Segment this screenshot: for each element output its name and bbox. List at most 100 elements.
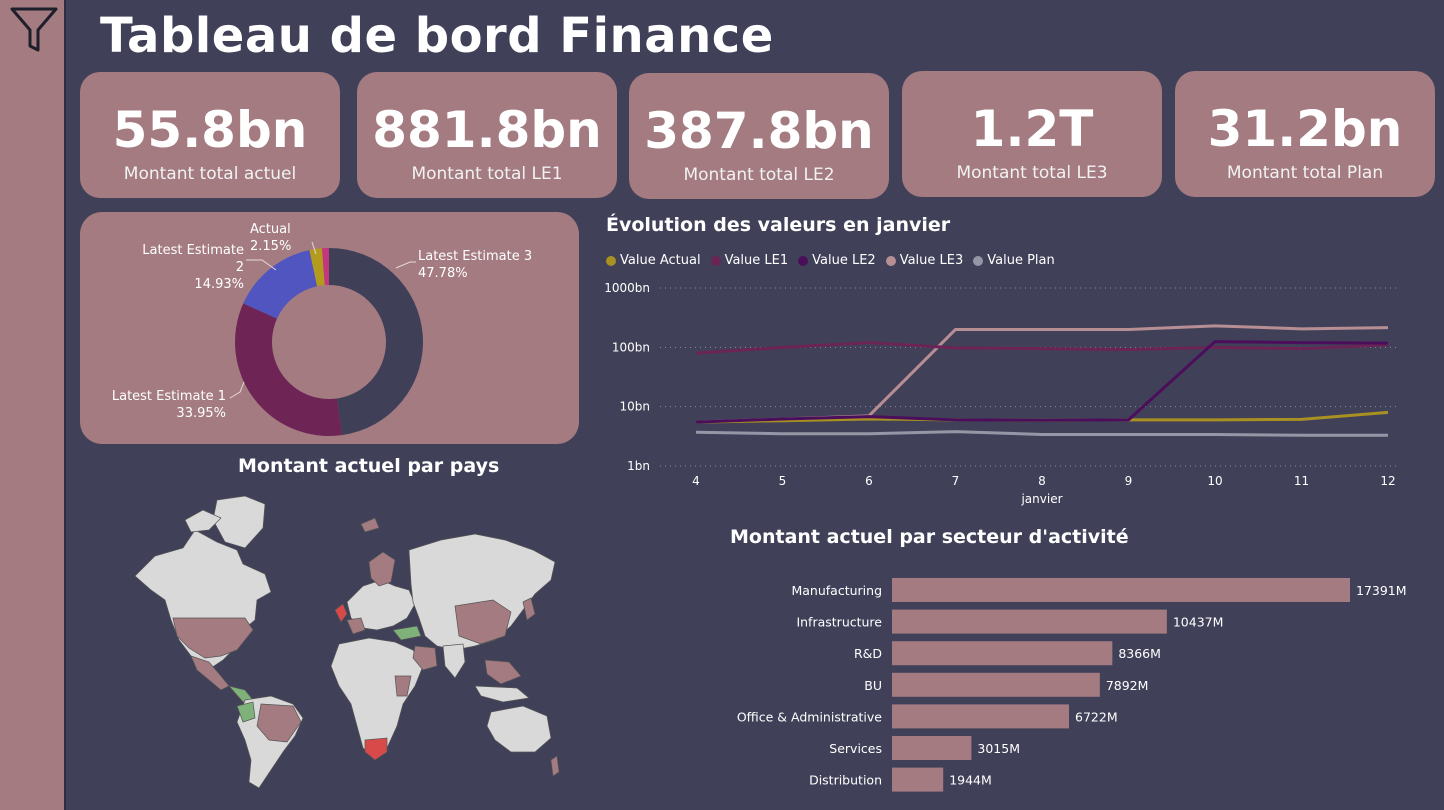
donut-slice[interactable] — [309, 248, 325, 287]
donut-label-le1: Latest Estimate 1 33.95% — [110, 388, 226, 422]
donut-label-pct: 47.78% — [418, 266, 468, 281]
legend-label: Value Actual — [620, 253, 701, 268]
x-axis-label: janvier — [1020, 492, 1062, 506]
donut-leader-line — [246, 259, 277, 271]
line-series-value-plan[interactable] — [695, 430, 1388, 437]
bar[interactable] — [892, 704, 1070, 729]
bar-category-label: R&D — [854, 646, 882, 661]
donut-slice[interactable] — [235, 303, 343, 436]
donut-leader-line — [395, 261, 416, 269]
map-region-turkey — [392, 625, 422, 641]
bar-category-label: BU — [864, 678, 882, 693]
bar-value-label: 6722M — [1075, 709, 1118, 724]
map-region-scandinavia — [368, 551, 396, 587]
legend-dot — [885, 255, 896, 266]
x-tick-label: 9 — [1125, 474, 1133, 488]
donut-label-name: Actual — [250, 222, 291, 237]
bar-category-label: Infrastructure — [796, 615, 882, 630]
line-series-value-le1[interactable] — [695, 341, 1389, 355]
x-tick-label: 11 — [1294, 474, 1309, 488]
donut-label-actual: Actual 2.15% — [250, 221, 291, 255]
bar-chart[interactable]: Manufacturing 17391M Infrastructure 10437M R… — [700, 568, 1420, 808]
kpi-card-le1[interactable]: 881.8bn Montant total LE1 — [357, 72, 617, 198]
kpi-card-actual[interactable]: 55.8bn Montant total actuel — [80, 72, 340, 198]
donut-chart[interactable] — [80, 212, 579, 444]
line-chart-title: Évolution des valeurs en janvier — [606, 214, 951, 236]
bar-category-label: Services — [829, 741, 882, 756]
bar[interactable] — [892, 609, 1167, 634]
bar-value-label: 17391M — [1356, 583, 1407, 598]
legend-item[interactable]: Value Actual — [606, 253, 701, 268]
map-region-iceland — [360, 517, 380, 533]
kpi-value: 881.8bn — [372, 101, 602, 159]
donut-slice[interactable] — [321, 248, 329, 286]
bar-value-label: 10437M — [1173, 615, 1224, 630]
x-tick-label: 7 — [952, 474, 960, 488]
donut-label-name: Latest Estimate 1 — [111, 389, 226, 404]
legend-label: Value LE2 — [812, 253, 876, 268]
donut-label-pct: 33.95% — [176, 406, 226, 421]
x-tick-label: 6 — [865, 474, 873, 488]
legend-item[interactable]: Value LE1 — [710, 253, 789, 268]
map-region-south-africa — [364, 737, 388, 761]
bar-value-label: 1944M — [949, 773, 992, 788]
kpi-label: Montant total Plan — [1226, 163, 1384, 183]
kpi-card-plan[interactable]: 31.2bn Montant total Plan — [1175, 71, 1435, 197]
legend-item[interactable]: Value LE2 — [798, 253, 876, 268]
kpi-label: Montant total LE3 — [956, 163, 1108, 183]
bar-value-label: 7892M — [1106, 678, 1149, 693]
map-region-france — [346, 617, 366, 635]
map-region-japan — [522, 597, 536, 621]
kpi-value: 55.8bn — [112, 101, 308, 159]
bar-value-label: 8366M — [1118, 646, 1161, 661]
line-chart-legend: Value Actual Value LE1 Value LE2 Value L… — [606, 253, 1055, 268]
kpi-card-le2[interactable]: 387.8bn Montant total LE2 — [629, 73, 889, 199]
map-region-brazil — [256, 703, 302, 743]
bar[interactable] — [892, 578, 1350, 602]
legend-label: Value Plan — [987, 253, 1055, 268]
bar[interactable] — [892, 672, 1100, 697]
legend-dot — [710, 255, 721, 266]
map-region-new-zealand — [550, 755, 560, 777]
line-series-value-le3[interactable] — [695, 324, 1389, 424]
map-region-canada-islands — [184, 509, 222, 533]
legend-label: Value LE1 — [724, 253, 789, 268]
bar-category-label: Manufacturing — [791, 583, 882, 598]
x-tick-label: 12 — [1380, 474, 1395, 488]
map-region-indonesia — [474, 685, 530, 703]
legend-dot — [798, 255, 809, 266]
y-tick-label: 1000bn — [604, 281, 650, 295]
y-tick-label: 1bn — [627, 459, 650, 473]
line-series-value-le2[interactable] — [695, 340, 1389, 424]
filter-sidebar[interactable] — [0, 0, 66, 810]
bar[interactable] — [892, 767, 944, 792]
line-chart[interactable]: 1bn 10bn 100bn 1000bn 4 5 6 7 8 9 10 11 12 janvier — [600, 275, 1430, 515]
donut-label-le2: Latest Estimate 2 14.93% — [132, 242, 244, 293]
donut-chart-card[interactable]: Actual 2.15% Latest Estimate 2 14.93% La… — [80, 212, 579, 444]
legend-dot — [606, 255, 616, 266]
map-region-saudi — [412, 645, 438, 671]
donut-slice[interactable] — [243, 250, 318, 319]
filter-icon[interactable] — [9, 6, 59, 54]
bar[interactable] — [892, 641, 1113, 666]
bar-chart-title: Montant actuel par secteur d'activité — [730, 526, 1129, 548]
world-map[interactable] — [125, 490, 565, 800]
map-region-mexico — [190, 655, 230, 691]
map-region-colombia — [236, 701, 256, 723]
map-region-se-asia — [484, 659, 522, 685]
legend-dot — [973, 255, 984, 266]
kpi-card-le3[interactable]: 1.2T Montant total LE3 — [902, 71, 1162, 197]
bar[interactable] — [892, 736, 972, 760]
map-region-asia — [408, 533, 556, 651]
donut-slice[interactable] — [329, 248, 424, 436]
donut-label-pct: 2.15% — [250, 239, 292, 254]
donut-label-le3: Latest Estimate 3 47.78% — [418, 248, 532, 282]
map-region-uk — [334, 603, 348, 623]
legend-item[interactable]: Value Plan — [973, 253, 1055, 268]
kpi-value: 387.8bn — [644, 102, 874, 160]
map-region-usa — [172, 617, 254, 659]
legend-item[interactable]: Value LE3 — [885, 253, 963, 268]
x-tick-label: 4 — [692, 474, 700, 488]
donut-label-name: Latest Estimate 3 — [418, 249, 533, 264]
donut-leader-line — [311, 241, 317, 255]
